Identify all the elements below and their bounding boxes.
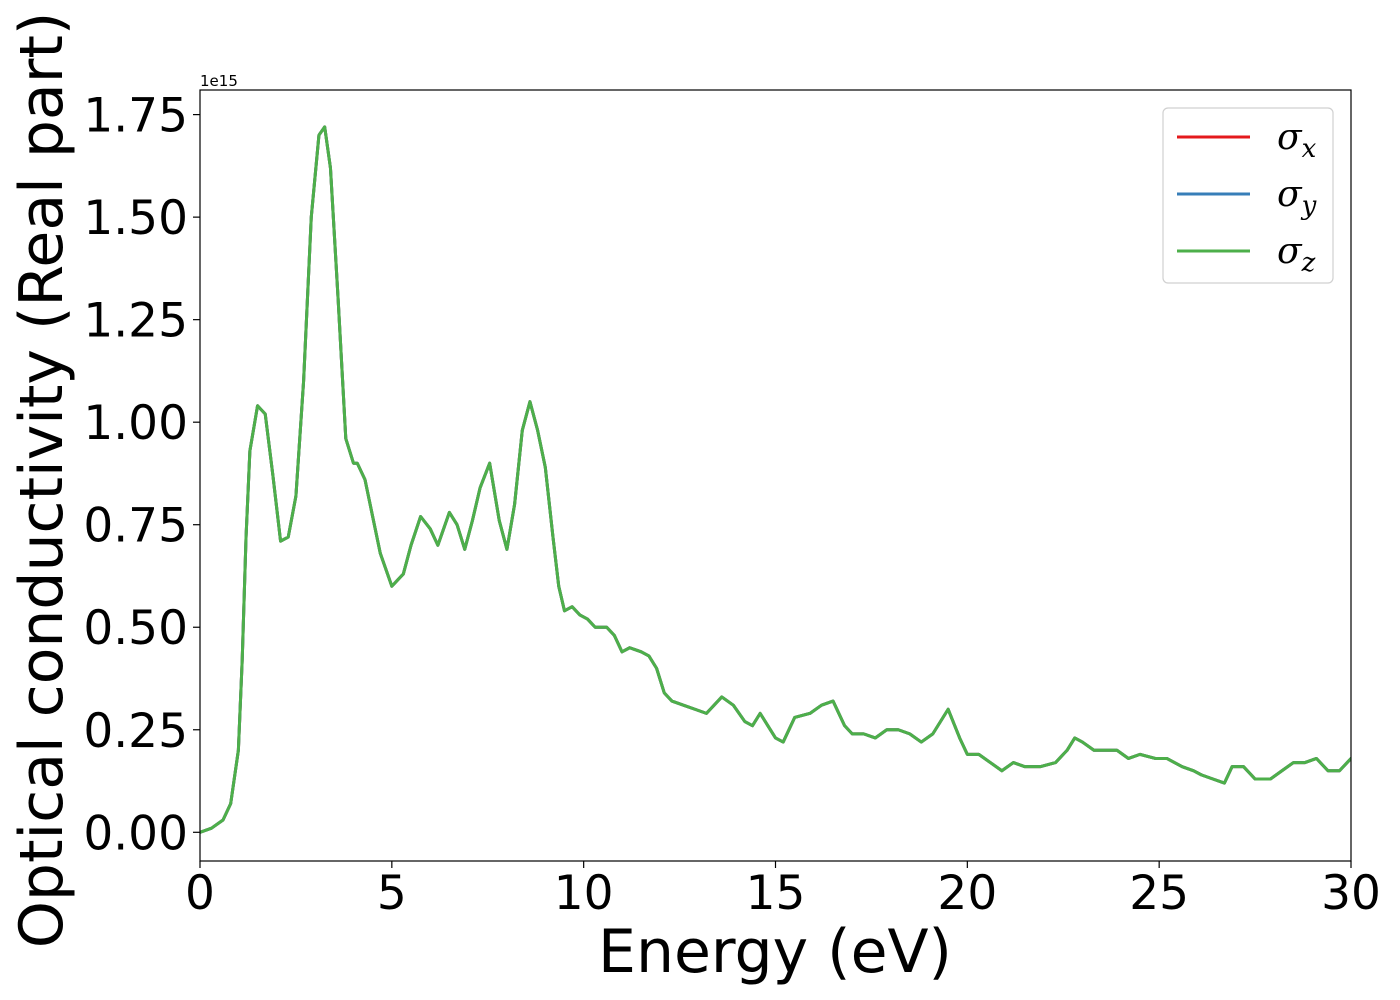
legend-subscript: x (1302, 134, 1317, 164)
x-tick-label: 30 (1321, 866, 1381, 921)
legend-subscript: y (1301, 191, 1317, 221)
y-axis-offset-label: 1e15 (200, 72, 238, 90)
y-tick-label: 0.25 (83, 704, 188, 759)
y-tick-label: 0.00 (83, 806, 188, 861)
y-tick-label: 1.25 (83, 294, 188, 349)
legend-subscript: z (1301, 248, 1316, 278)
y-tick-label: 1.00 (83, 396, 188, 451)
x-axis-title: Energy (eV) (598, 917, 952, 987)
y-tick-label: 0.50 (83, 601, 188, 656)
series-line-sigma-z (200, 125, 1351, 834)
legend-symbol: σ (1277, 174, 1303, 215)
legend-symbol: σ (1277, 231, 1303, 272)
legend-label-sigma-x: σx (1277, 117, 1317, 164)
x-tick-label: 25 (1129, 866, 1189, 921)
y-tick-label: 1.50 (83, 191, 188, 246)
legend-label-sigma-z: σz (1277, 231, 1316, 278)
legend-label-sigma-y: σy (1277, 174, 1317, 221)
x-tick-label: 10 (554, 866, 614, 921)
y-tick-label: 0.75 (83, 499, 188, 554)
x-tick-label: 0 (185, 866, 215, 921)
legend-symbol: σ (1277, 117, 1303, 158)
axes: 0 5 10 15 20 25 30 0.00 0.25 0.50 0.75 1.00 1.25 1.50… (83, 89, 1381, 921)
x-tick-label: 20 (937, 866, 997, 921)
y-axis-title: Optical conductivity (Real part) (7, 12, 77, 949)
plot-area (200, 125, 1351, 834)
x-tick-label: 15 (746, 866, 806, 921)
y-tick-label: 1.75 (83, 89, 188, 144)
x-tick-label: 5 (377, 866, 407, 921)
